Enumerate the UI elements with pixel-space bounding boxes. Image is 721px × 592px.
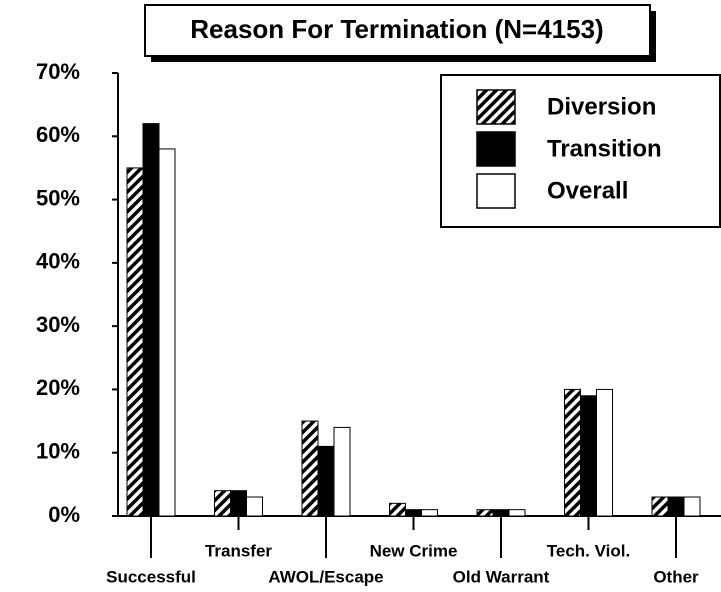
- bar: [683, 496, 701, 517]
- legend-swatch: [476, 89, 516, 125]
- bar: [564, 388, 581, 517]
- x-tick-label: Other: [653, 567, 699, 586]
- bar: [508, 509, 526, 517]
- bar: [158, 148, 176, 517]
- bar: [214, 490, 231, 517]
- bar: [246, 496, 263, 517]
- bar: [492, 509, 510, 517]
- y-tick-label: 30%: [36, 312, 80, 337]
- x-tick-label: Tech. Viol.: [547, 541, 630, 560]
- bar: [301, 420, 319, 517]
- bar: [142, 123, 160, 517]
- legend-label: Transition: [547, 135, 662, 162]
- bar: [651, 496, 669, 517]
- y-tick-label: 20%: [36, 375, 80, 400]
- legend-label: Overall: [547, 177, 628, 204]
- y-tick-label: 50%: [36, 185, 80, 210]
- y-tick-label: 70%: [36, 59, 80, 84]
- bar: [405, 509, 422, 517]
- bar: [667, 496, 685, 517]
- x-tick-label: Successful: [106, 567, 196, 586]
- x-tick-label: Transfer: [205, 541, 272, 560]
- bar: [230, 490, 247, 517]
- x-tick-label: New Crime: [370, 541, 458, 560]
- legend-swatch: [476, 173, 516, 209]
- bar: [421, 509, 438, 517]
- bar: [476, 509, 494, 517]
- y-tick-label: 10%: [36, 439, 80, 464]
- chart-title: Reason For Termination (N=4153): [190, 14, 603, 44]
- y-tick-label: 0%: [48, 502, 80, 527]
- legend-swatch: [476, 131, 516, 167]
- legend-label: Diversion: [547, 93, 656, 120]
- bar: [596, 388, 613, 517]
- bar: [580, 395, 597, 517]
- x-tick-label: Old Warrant: [453, 567, 550, 586]
- x-tick-label: AWOL/Escape: [268, 567, 383, 586]
- bar: [317, 445, 335, 517]
- bar: [333, 426, 351, 517]
- bar: [126, 167, 144, 517]
- title-box: [144, 4, 651, 57]
- y-tick-label: 40%: [36, 249, 80, 274]
- bar: [389, 502, 406, 517]
- y-tick-label: 60%: [36, 122, 80, 147]
